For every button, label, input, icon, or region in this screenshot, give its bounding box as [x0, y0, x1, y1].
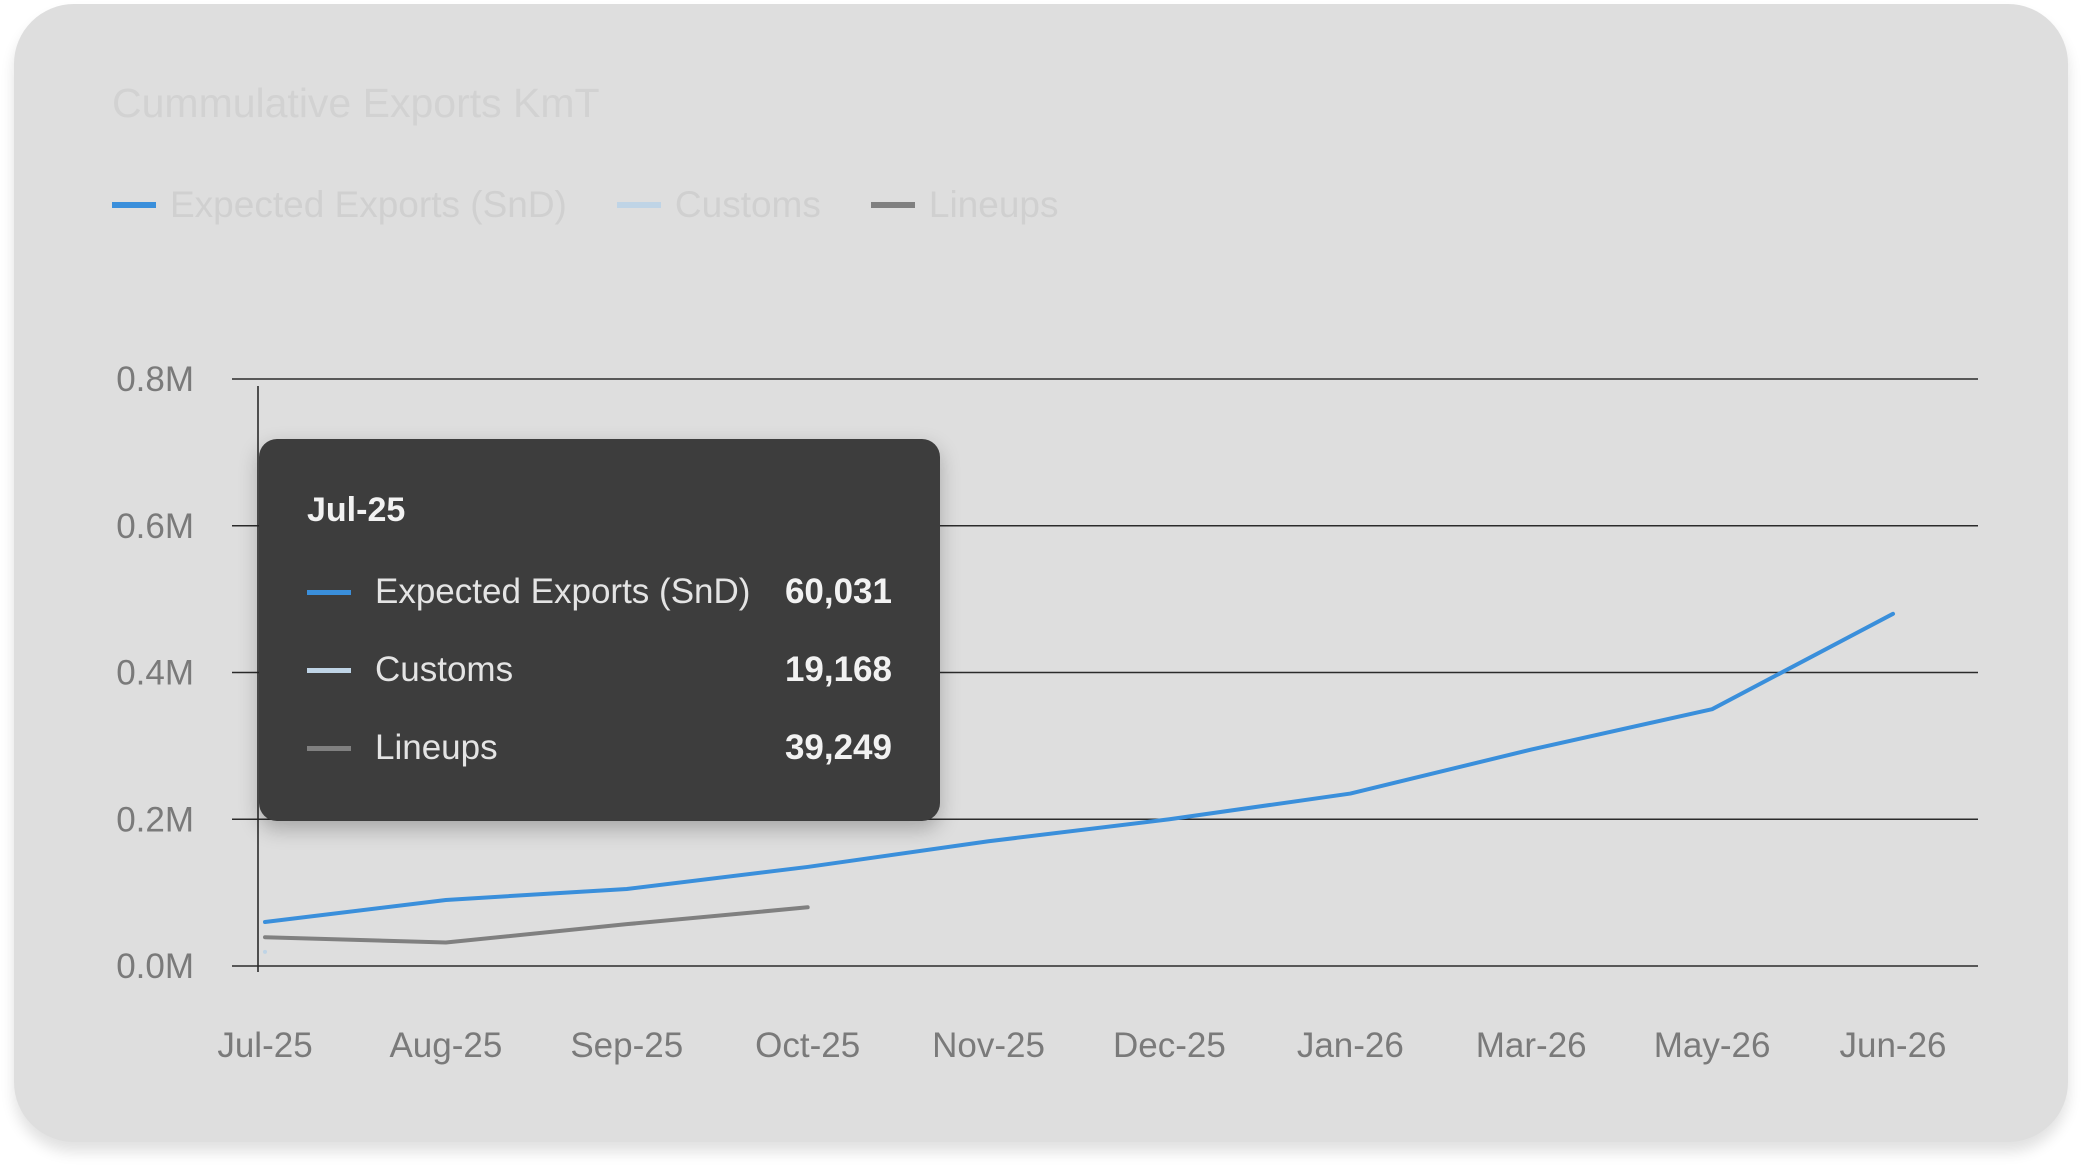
legend-label-customs: Customs: [674, 184, 821, 225]
tooltip-value-lineups: 39,249: [784, 728, 892, 767]
legend-label-lineups: Lineups: [928, 184, 1059, 225]
y-tick-label: 0.0M: [116, 947, 194, 986]
tooltip-label-lineups: Lineups: [375, 728, 498, 767]
legend-swatch-expected-exports: [112, 202, 156, 208]
y-tick-label: 0.4M: [116, 654, 194, 693]
chart-legend: Expected Exports (SnD) Customs Lineups: [112, 184, 1108, 226]
series-line-lineups: [263, 905, 810, 945]
legend-label-expected-exports: Expected Exports (SnD): [170, 184, 567, 225]
x-tick-label: Jun-26: [1839, 1026, 1946, 1065]
y-tick-label: 0.6M: [116, 507, 194, 546]
tooltip-label-customs: Customs: [375, 650, 514, 689]
tooltip-swatch-lineups: [307, 745, 351, 751]
legend-swatch-lineups: [870, 202, 915, 208]
legend-swatch-customs: [616, 202, 661, 208]
x-tick-label: Aug-25: [389, 1026, 502, 1065]
tooltip-row-lineups: Lineups 39,249: [307, 726, 892, 770]
tooltip-title: Jul-25: [307, 491, 406, 529]
tooltip-row-expected-exports: Expected Exports (SnD) 60,031: [307, 570, 892, 614]
x-tick-label: Nov-25: [932, 1026, 1045, 1065]
legend-item-customs[interactable]: Customs: [616, 184, 821, 226]
x-tick-label: Jul-25: [217, 1026, 312, 1065]
tooltip-swatch-customs: [307, 667, 351, 673]
x-tick-label: Dec-25: [1113, 1026, 1226, 1065]
tooltip-swatch-expected-exports: [307, 589, 351, 595]
x-tick-label: Oct-25: [755, 1026, 860, 1065]
series-point-customs: [263, 949, 267, 954]
chart-title: Cummulative Exports KmT: [112, 80, 600, 126]
x-tick-label: Sep-25: [570, 1026, 683, 1065]
tooltip-row-customs: Customs 19,168: [307, 648, 892, 692]
tooltip-value-customs: 19,168: [784, 650, 892, 689]
x-tick-label: May-26: [1654, 1026, 1771, 1065]
x-tick-label: Mar-26: [1476, 1026, 1587, 1065]
data-tooltip: Jul-25 Expected Exports (SnD) 60,031 Cus…: [259, 439, 940, 821]
y-tick-label: 0.8M: [116, 360, 194, 399]
x-tick-label: Jan-26: [1297, 1026, 1404, 1065]
tooltip-value-expected-exports: 60,031: [784, 572, 892, 611]
y-tick-label: 0.2M: [116, 800, 194, 839]
legend-item-lineups[interactable]: Lineups: [870, 184, 1059, 226]
tooltip-label-expected-exports: Expected Exports (SnD): [375, 572, 751, 611]
series-line-expected-exports-snd: [263, 611, 1895, 924]
legend-item-expected-exports[interactable]: Expected Exports (SnD): [112, 184, 567, 226]
